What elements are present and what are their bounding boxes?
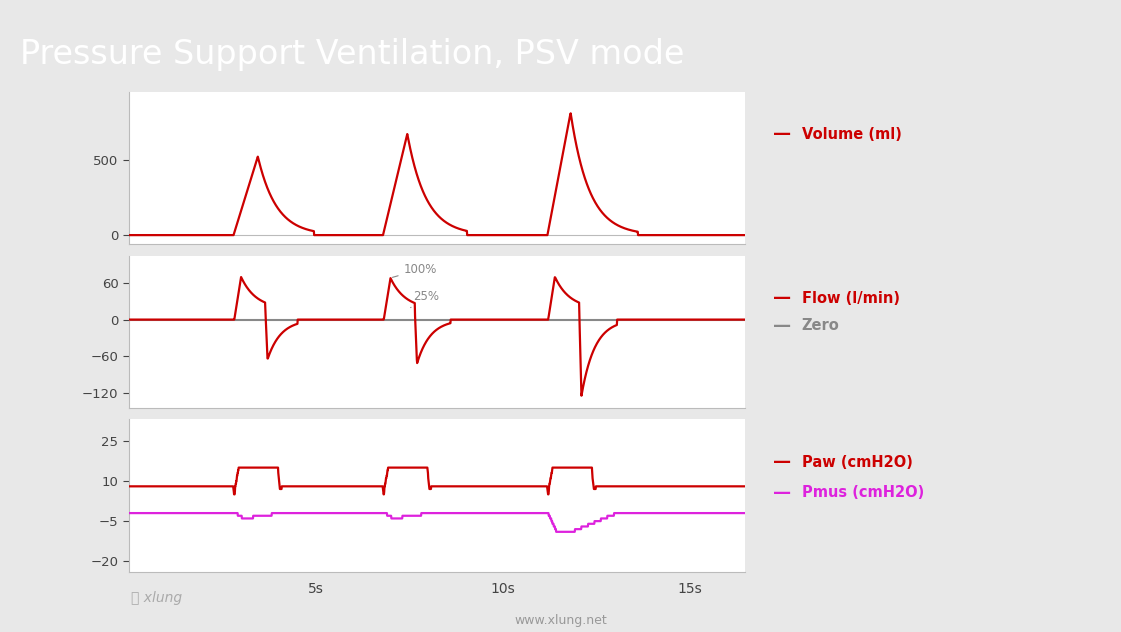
Text: —: — [773,483,791,502]
Text: Volume (ml): Volume (ml) [802,127,901,142]
Text: —: — [773,289,791,307]
Text: —: — [773,317,791,335]
Text: 25%: 25% [410,290,439,308]
Text: Paw (cmH2O): Paw (cmH2O) [802,454,912,470]
Text: Pmus (cmH2O): Pmus (cmH2O) [802,485,924,500]
Text: Zero: Zero [802,318,840,333]
Text: Flow (l/min): Flow (l/min) [802,291,899,306]
Text: Ⓜ xlung: Ⓜ xlung [131,592,183,605]
Text: Pressure Support Ventilation, PSV mode: Pressure Support Ventilation, PSV mode [20,39,685,71]
Text: —: — [773,453,791,471]
Text: www.xlung.net: www.xlung.net [515,614,606,628]
Text: 100%: 100% [392,263,437,277]
Text: —: — [773,125,791,143]
